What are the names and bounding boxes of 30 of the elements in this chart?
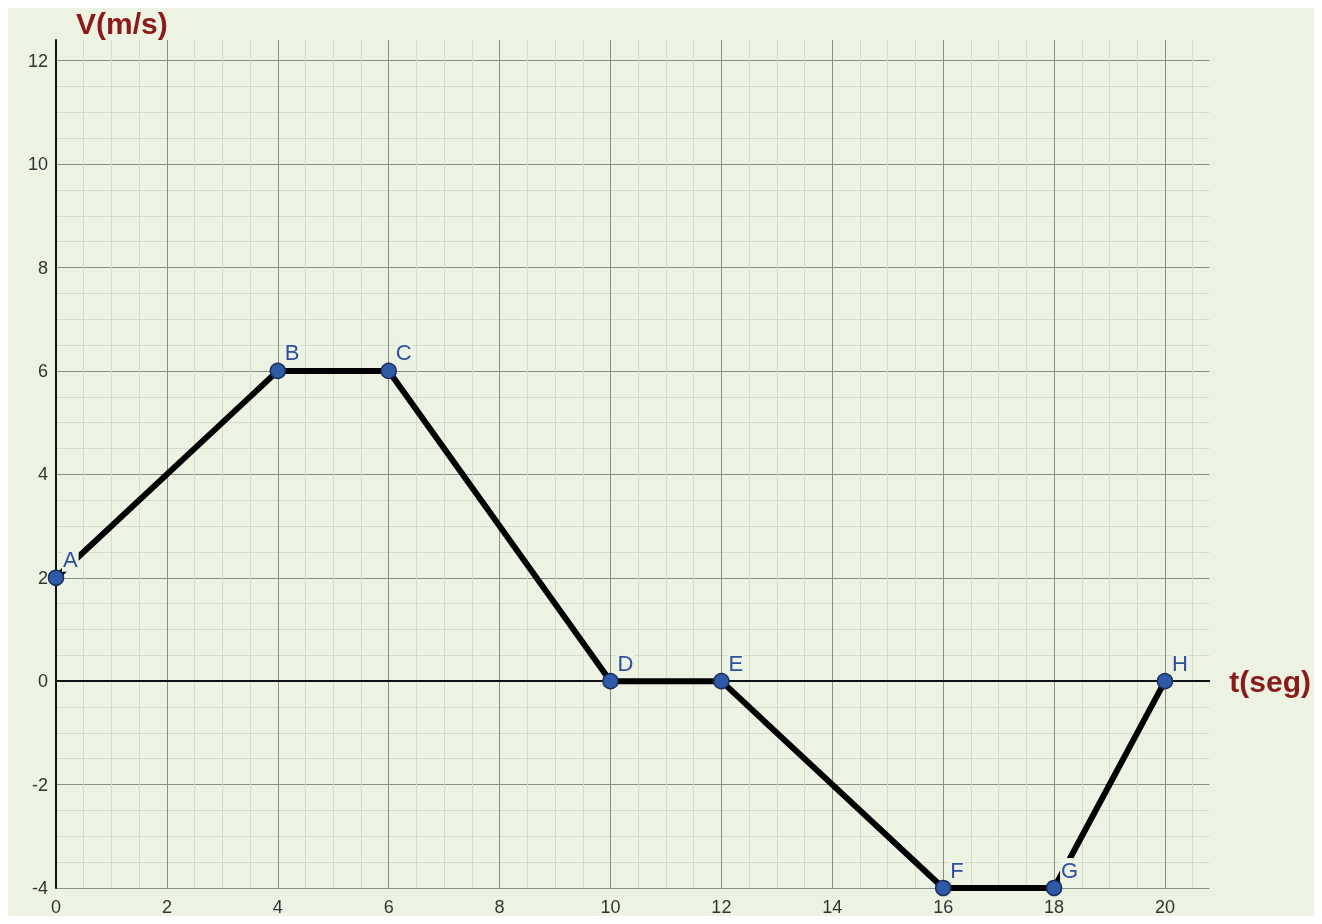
y-tick-label: 8 [37, 257, 48, 278]
y-tick-label: 6 [37, 360, 48, 381]
y-tick-label: 10 [27, 154, 48, 175]
annotation: C [395, 340, 412, 366]
annotation: F [950, 857, 964, 883]
x-tick-label: 12 [711, 897, 732, 917]
y-tick-label: 2 [37, 567, 48, 588]
x-tick-label: 10 [600, 897, 621, 917]
y-tick-label: 0 [37, 671, 48, 692]
x-tick-label: 6 [383, 897, 394, 917]
x-tick-label: 4 [272, 897, 283, 917]
annotation: D [617, 650, 634, 676]
x-tick-label: 14 [822, 897, 843, 917]
annotation: G [1061, 857, 1079, 883]
x-tick-label: 0 [50, 897, 62, 917]
annotation: E [728, 650, 744, 676]
y-tick-label: -4 [31, 878, 48, 898]
y-tick-label: -2 [31, 774, 48, 795]
annotation: H [1171, 650, 1188, 676]
x-tick-label: 18 [1044, 897, 1065, 917]
x-tick-label: 16 [933, 897, 954, 917]
x-tick-label: 8 [494, 897, 505, 917]
y-tick-label: 12 [27, 50, 48, 71]
annotation: B [284, 340, 300, 366]
x-tick-label: 2 [161, 897, 172, 917]
annotation: A [63, 547, 78, 573]
y-tick-label: 4 [37, 464, 48, 485]
x-axis-title: t(seg) [1229, 664, 1312, 698]
x-tick-label: 20 [1154, 897, 1175, 917]
y-axis-title: V(m/s) [76, 6, 168, 40]
